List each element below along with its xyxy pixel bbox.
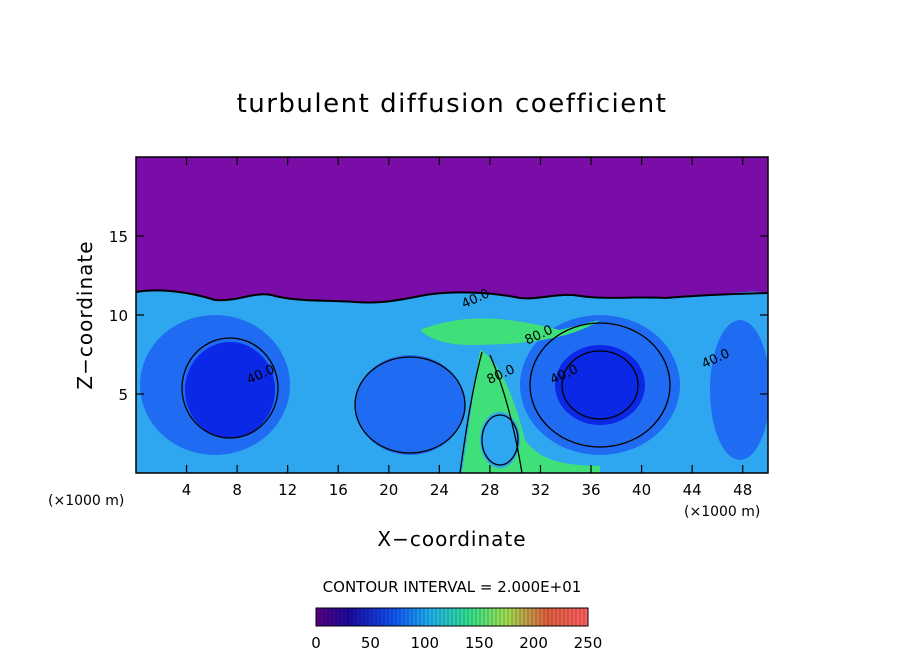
x-tick-label: 20 bbox=[379, 481, 398, 499]
contour-interval-text: CONTOUR INTERVAL = 2.000E+01 bbox=[323, 578, 582, 596]
contour-ring bbox=[354, 356, 466, 454]
x-axis-label: X−coordinate bbox=[377, 527, 526, 551]
contour-lines bbox=[136, 289, 768, 473]
colorbar-stripes bbox=[319, 608, 585, 626]
x-tick-label: 8 bbox=[232, 481, 242, 499]
left-eddy-core bbox=[185, 342, 275, 438]
colorbar-tick-label: 200 bbox=[519, 634, 548, 652]
contour-line bbox=[136, 289, 768, 304]
x-tick-label: 12 bbox=[278, 481, 297, 499]
x-tick-label: 40 bbox=[632, 481, 651, 499]
colorbar-tick-label: 0 bbox=[311, 634, 321, 652]
y-tick-label: 15 bbox=[109, 228, 128, 246]
x-tick-label: 44 bbox=[683, 481, 702, 499]
colorbar-tick-labels: 0 50 100 150 200 250 bbox=[311, 634, 602, 652]
x-tick-label: 16 bbox=[329, 481, 348, 499]
contour-ring bbox=[181, 337, 279, 439]
y-axis-ticks: 5 10 15 bbox=[109, 228, 768, 404]
right-eddy-core bbox=[555, 345, 645, 425]
contour-line bbox=[459, 351, 483, 473]
x-axis-ticks: 4 8 12 16 20 24 28 32 36 40 44 48 bbox=[182, 157, 752, 499]
contour-ring bbox=[529, 322, 671, 448]
x-tick-label: 32 bbox=[531, 481, 550, 499]
shear-band bbox=[420, 318, 600, 345]
x-tick-label: 24 bbox=[430, 481, 449, 499]
chart-title: turbulent diffusion coefficient bbox=[237, 89, 668, 119]
y-tick-label: 10 bbox=[109, 307, 128, 325]
contour-ring bbox=[481, 414, 519, 466]
green-plume-core bbox=[480, 412, 520, 468]
colorbar: 0 50 100 150 200 250 bbox=[311, 607, 602, 652]
contour-line bbox=[489, 354, 523, 473]
x-tick-label: 48 bbox=[733, 481, 752, 499]
updraft-band bbox=[278, 310, 360, 473]
colorbar-tick-label: 250 bbox=[574, 634, 603, 652]
y-tick-label: 5 bbox=[118, 386, 128, 404]
x-tick-label: 28 bbox=[480, 481, 499, 499]
colorbar-tick-label: 100 bbox=[410, 634, 439, 652]
eddy-features bbox=[140, 310, 768, 473]
middle-eddy bbox=[355, 355, 465, 455]
y-axis-label: Z−coordinate bbox=[73, 240, 97, 389]
plot-area bbox=[136, 157, 768, 473]
contour-ring bbox=[561, 350, 639, 420]
x-unit-left: (×1000 m) bbox=[48, 493, 124, 509]
x-tick-label: 36 bbox=[581, 481, 600, 499]
colorbar-tick-label: 50 bbox=[361, 634, 380, 652]
x-unit-right: (×1000 m) bbox=[684, 504, 760, 520]
far-right-eddy bbox=[710, 320, 768, 460]
x-tick-label: 4 bbox=[182, 481, 192, 499]
colorbar-tick-label: 150 bbox=[465, 634, 494, 652]
